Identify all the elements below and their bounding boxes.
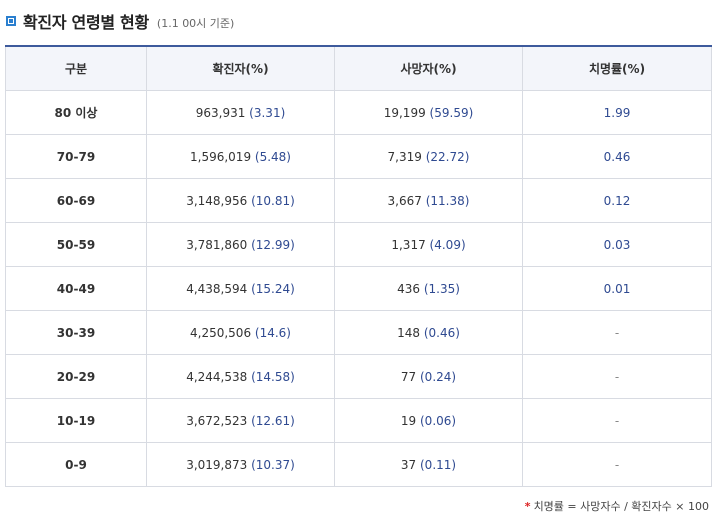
deaths-percent: (0.11) [420, 457, 457, 472]
table-header-row: 구분 확진자(%) 사망자(%) 치명률(%) [5, 45, 712, 91]
square-bullet-icon [6, 16, 16, 26]
column-header-cases: 확진자(%) [146, 45, 335, 91]
deaths-value: 436 [397, 281, 420, 296]
cases-percent: (5.48) [254, 149, 291, 164]
deaths-cell: 3,667 (11.38) [334, 178, 523, 223]
table-row: 80 이상 963,931 (3.31) 19,199 (59.59) 1.99 [5, 90, 712, 135]
deaths-cell: 436 (1.35) [334, 266, 523, 311]
deaths-value: 77 [400, 369, 417, 384]
table-row: 10-19 3,672,523 (12.61) 19 (0.06) - [5, 398, 712, 443]
age-group-cell: 0-9 [5, 442, 147, 487]
deaths-value: 19,199 [383, 105, 426, 120]
table-row: 30-39 4,250,506 (14.6) 148 (0.46) - [5, 310, 712, 355]
age-group-cell: 80 이상 [5, 90, 147, 135]
age-group-cell: 10-19 [5, 398, 147, 443]
age-group-cell: 60-69 [5, 178, 147, 223]
cases-value: 4,250,506 [190, 325, 252, 340]
cases-percent: (10.37) [251, 457, 295, 472]
fatality-rate-cell: 0.46 [522, 134, 712, 179]
deaths-percent: (4.09) [429, 237, 466, 252]
deaths-percent: (11.38) [425, 193, 470, 208]
deaths-cell: 37 (0.11) [334, 442, 523, 487]
table-row: 60-69 3,148,956 (10.81) 3,667 (11.38) 0.12 [5, 178, 712, 223]
age-group-cell: 50-59 [5, 222, 147, 267]
cases-percent: (10.81) [251, 193, 295, 208]
deaths-cell: 77 (0.24) [334, 354, 523, 399]
cases-value: 3,672,523 [186, 413, 248, 428]
deaths-value: 37 [400, 457, 417, 472]
cases-cell: 3,019,873 (10.37) [146, 442, 335, 487]
fatality-rate-cell: - [522, 442, 712, 487]
age-stats-table: 구분 확진자(%) 사망자(%) 치명률(%) 80 이상 963,931 (3.… [5, 45, 712, 487]
cases-value: 3,781,860 [186, 237, 248, 252]
column-header-fatality-rate: 치명률(%) [522, 45, 712, 91]
fatality-rate-cell: - [522, 310, 712, 355]
deaths-value: 1,317 [391, 237, 426, 252]
age-group-cell: 40-49 [5, 266, 147, 311]
cases-percent: (15.24) [251, 281, 295, 296]
cases-value: 3,019,873 [186, 457, 248, 472]
deaths-value: 19 [400, 413, 417, 428]
column-header-deaths: 사망자(%) [334, 45, 523, 91]
table-row: 40-49 4,438,594 (15.24) 436 (1.35) 0.01 [5, 266, 712, 311]
age-group-cell: 70-79 [5, 134, 147, 179]
cases-cell: 4,438,594 (15.24) [146, 266, 335, 311]
cases-cell: 3,672,523 (12.61) [146, 398, 335, 443]
fatality-rate-cell: - [522, 398, 712, 443]
deaths-percent: (0.24) [420, 369, 457, 384]
section-header: 확진자 연령별 현황 (1.1 00시 기준) [6, 8, 234, 34]
cases-percent: (14.58) [251, 369, 295, 384]
section-subtitle: (1.1 00시 기준) [156, 16, 235, 30]
deaths-value: 148 [397, 325, 420, 340]
cases-percent: (14.6) [254, 325, 291, 340]
cases-percent: (12.99) [251, 237, 295, 252]
deaths-cell: 1,317 (4.09) [334, 222, 523, 267]
cases-cell: 1,596,019 (5.48) [146, 134, 335, 179]
column-header-category: 구분 [5, 45, 147, 91]
cases-value: 963,931 [195, 105, 246, 120]
deaths-value: 3,667 [387, 193, 422, 208]
deaths-percent: (0.06) [420, 413, 457, 428]
table-body: 80 이상 963,931 (3.31) 19,199 (59.59) 1.99 70-… [5, 90, 712, 487]
deaths-percent: (1.35) [423, 281, 460, 296]
fatality-rate-cell: 0.12 [522, 178, 712, 223]
cases-cell: 4,244,538 (14.58) [146, 354, 335, 399]
deaths-cell: 148 (0.46) [334, 310, 523, 355]
fatality-rate-cell: - [522, 354, 712, 399]
fatality-rate-cell: 0.03 [522, 222, 712, 267]
deaths-percent: (0.46) [423, 325, 460, 340]
cases-value: 3,148,956 [186, 193, 248, 208]
deaths-cell: 19 (0.06) [334, 398, 523, 443]
cases-cell: 3,781,860 (12.99) [146, 222, 335, 267]
table-row: 20-29 4,244,538 (14.58) 77 (0.24) - [5, 354, 712, 399]
age-group-cell: 30-39 [5, 310, 147, 355]
deaths-value: 7,319 [387, 149, 422, 164]
footnote: * 치명률 = 사망자수 / 확진자수 × 100 [525, 498, 709, 514]
cases-value: 1,596,019 [190, 149, 252, 164]
table-row: 70-79 1,596,019 (5.48) 7,319 (22.72) 0.46 [5, 134, 712, 179]
section-title: 확진자 연령별 현황 [23, 13, 149, 32]
cases-cell: 4,250,506 (14.6) [146, 310, 335, 355]
fatality-rate-cell: 0.01 [522, 266, 712, 311]
deaths-cell: 7,319 (22.72) [334, 134, 523, 179]
deaths-percent: (22.72) [425, 149, 470, 164]
deaths-percent: (59.59) [429, 105, 474, 120]
cases-percent: (12.61) [251, 413, 295, 428]
footnote-marker: * [524, 500, 531, 513]
table-row: 50-59 3,781,860 (12.99) 1,317 (4.09) 0.03 [5, 222, 712, 267]
table-row: 0-9 3,019,873 (10.37) 37 (0.11) - [5, 442, 712, 487]
cases-value: 4,438,594 [186, 281, 248, 296]
cases-value: 4,244,538 [186, 369, 248, 384]
deaths-cell: 19,199 (59.59) [334, 90, 523, 135]
cases-cell: 963,931 (3.31) [146, 90, 335, 135]
cases-cell: 3,148,956 (10.81) [146, 178, 335, 223]
footnote-text: 치명률 = 사망자수 / 확진자수 × 100 [533, 500, 709, 513]
cases-percent: (3.31) [249, 105, 286, 120]
age-group-cell: 20-29 [5, 354, 147, 399]
fatality-rate-cell: 1.99 [522, 90, 712, 135]
